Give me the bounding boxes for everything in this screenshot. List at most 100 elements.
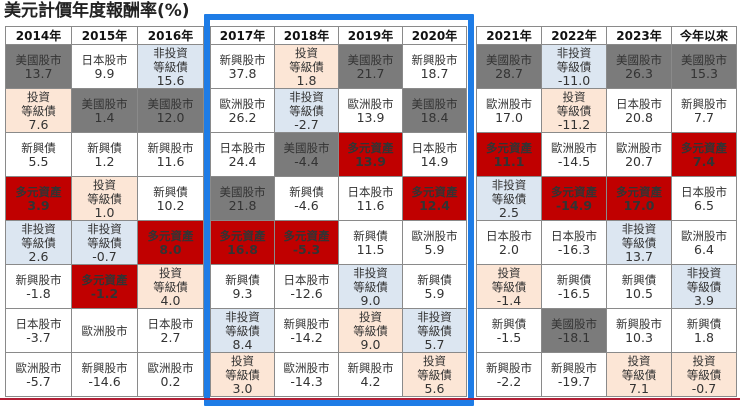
asset-name: 多元資產 <box>681 140 727 155</box>
asset-cell: 投資 等級債 5.6 <box>402 352 467 397</box>
year-header: 2019年 <box>338 26 403 45</box>
asset-cell: 非投資 等級債 -11.0 <box>541 44 607 89</box>
asset-name: 多元資產 <box>283 228 330 243</box>
asset-name: 歐洲股市 <box>283 360 330 375</box>
year-header: 2023年 <box>606 26 672 45</box>
return-value: -14.9 <box>555 197 593 213</box>
asset-cell: 歐洲股市 -5.7 <box>5 352 72 397</box>
return-value: 1.4 <box>94 109 115 125</box>
return-value: 6.4 <box>694 241 714 257</box>
return-value: 13.9 <box>356 109 385 125</box>
asset-name: 非投資 等級債 <box>289 89 324 118</box>
asset-cell: 美國股市 13.7 <box>5 44 72 89</box>
rank-row: 多元資產 16.8 多元資產 -5.3 新興債 11.5 歐洲股市 5.9 <box>210 220 467 265</box>
asset-name: 投資 等級債 <box>621 353 657 382</box>
asset-name: 非投資 等級債 <box>621 221 657 250</box>
asset-cell: 新興債 -1.5 <box>476 308 542 353</box>
asset-cell: 投資 等級債 4.0 <box>137 264 204 309</box>
return-value: 2.5 <box>499 204 519 220</box>
asset-cell: 投資 等級債 -11.2 <box>541 88 607 133</box>
return-value: -5.3 <box>292 241 321 257</box>
asset-cell: 投資 等級債 7.1 <box>606 352 672 397</box>
return-value: 9.0 <box>360 292 381 308</box>
asset-cell: 多元資產 17.0 <box>606 176 672 221</box>
rank-row: 美國股市 28.7 非投資 等級債 -11.0 美國股市 26.3 美國股市 15.3 <box>476 44 737 89</box>
return-value: -1.2 <box>90 285 119 301</box>
asset-cell: 非投資 等級債 13.7 <box>606 220 672 265</box>
return-value: 1.0 <box>94 204 115 220</box>
asset-name: 歐洲股市 <box>411 228 458 243</box>
asset-name: 投資 等級債 <box>289 45 324 74</box>
asset-cell: 歐洲股市 <box>71 308 138 353</box>
rank-row: 歐洲股市 17.0 投資 等級債 -11.2 日本股市 20.8 新興股市 7.7 <box>476 88 737 133</box>
return-value: 18.4 <box>420 109 449 125</box>
return-value: 14.9 <box>420 153 449 169</box>
year-header: 2017年 <box>210 26 275 45</box>
asset-cell: 非投資 等級債 8.4 <box>210 308 275 353</box>
asset-cell: 投資 等級債 1.8 <box>274 44 339 89</box>
asset-cell: 新興股市 18.7 <box>402 44 467 89</box>
asset-cell: 非投資 等級債 2.5 <box>476 176 542 221</box>
asset-cell: 新興債 10.5 <box>606 264 672 309</box>
asset-cell: 歐洲股市 20.7 <box>606 132 672 177</box>
asset-name: 投資 等級債 <box>353 309 388 338</box>
rank-row: 新興債 5.5 新興債 1.2 新興股市 11.6 <box>5 132 204 177</box>
asset-cell: 非投資 等級債 3.9 <box>671 264 737 309</box>
return-value: 37.8 <box>228 65 257 81</box>
asset-name: 新興股市 <box>347 360 394 375</box>
return-value: 7.7 <box>694 109 714 125</box>
asset-name: 非投資 等級債 <box>353 265 388 294</box>
asset-name: 新興股市 <box>681 96 727 111</box>
return-value: 13.7 <box>24 65 53 81</box>
asset-name: 日本股市 <box>616 96 662 111</box>
rank-row: 歐洲股市 -5.7 新興股市 -14.6 歐洲股市 0.2 <box>5 352 204 397</box>
return-value: 3.9 <box>27 197 50 213</box>
asset-name: 歐洲股市 <box>219 96 266 111</box>
asset-cell: 新興股市 10.3 <box>606 308 672 353</box>
return-value: -1.5 <box>496 329 522 345</box>
asset-cell: 投資 等級債 1.0 <box>71 176 138 221</box>
year-header: 2021年 <box>476 26 542 45</box>
asset-name: 投資 等級債 <box>87 177 122 206</box>
asset-name: 美國股市 <box>681 52 727 67</box>
asset-name: 美國股市 <box>616 52 662 67</box>
asset-cell: 歐洲股市 5.9 <box>402 220 467 265</box>
asset-name: 歐洲股市 <box>681 228 727 243</box>
asset-cell: 非投資 等級債 5.7 <box>402 308 467 353</box>
asset-cell: 新興股市 -14.2 <box>274 308 339 353</box>
asset-name: 新興債 <box>621 272 657 287</box>
return-value: 1.8 <box>694 329 714 345</box>
rank-row: 新興股市 -1.8 多元資產 -1.2 投資 等級債 4.0 <box>5 264 204 309</box>
return-value: 17.0 <box>495 109 523 125</box>
asset-name: 新興債 <box>686 316 722 331</box>
asset-name: 非投資 等級債 <box>87 221 122 250</box>
rank-row: 日本股市 24.4 美國股市 -4.4 多元資產 13.9 日本股市 14.9 <box>210 132 467 177</box>
asset-name: 多元資產 <box>81 272 128 287</box>
return-value: 0.2 <box>160 373 181 389</box>
asset-name: 新興股市 <box>551 360 597 375</box>
asset-name: 非投資 等級債 <box>491 177 527 206</box>
return-value: 1.2 <box>94 153 115 169</box>
asset-cell: 美國股市 26.3 <box>606 44 672 89</box>
asset-name: 多元資產 <box>551 184 597 199</box>
asset-cell: 美國股市 -18.1 <box>541 308 607 353</box>
asset-cell: 投資 等級債 7.6 <box>5 88 72 133</box>
asset-name: 多元資產 <box>347 140 394 155</box>
rank-row: 非投資 等級債 2.5 多元資產 -14.9 多元資產 17.0 日本股市 6.5 <box>476 176 737 221</box>
return-value: 11.5 <box>356 241 385 257</box>
year-header: 2016年 <box>137 26 204 45</box>
asset-cell: 投資 等級債 9.0 <box>338 308 403 353</box>
return-value: -11.2 <box>557 116 591 132</box>
asset-name: 美國股市 <box>147 96 194 111</box>
return-value: 5.6 <box>424 380 445 396</box>
return-value: 10.3 <box>625 329 653 345</box>
return-value: -0.7 <box>92 248 117 264</box>
asset-name: 歐洲股市 <box>486 96 532 111</box>
return-value: 12.0 <box>156 109 185 125</box>
asset-name: 日本股市 <box>347 184 394 199</box>
asset-name: 美國股市 <box>411 96 458 111</box>
asset-cell: 美國股市 21.8 <box>210 176 275 221</box>
return-value: 18.7 <box>420 65 449 81</box>
year-header: 2020年 <box>402 26 467 45</box>
asset-name: 新興股市 <box>81 360 128 375</box>
